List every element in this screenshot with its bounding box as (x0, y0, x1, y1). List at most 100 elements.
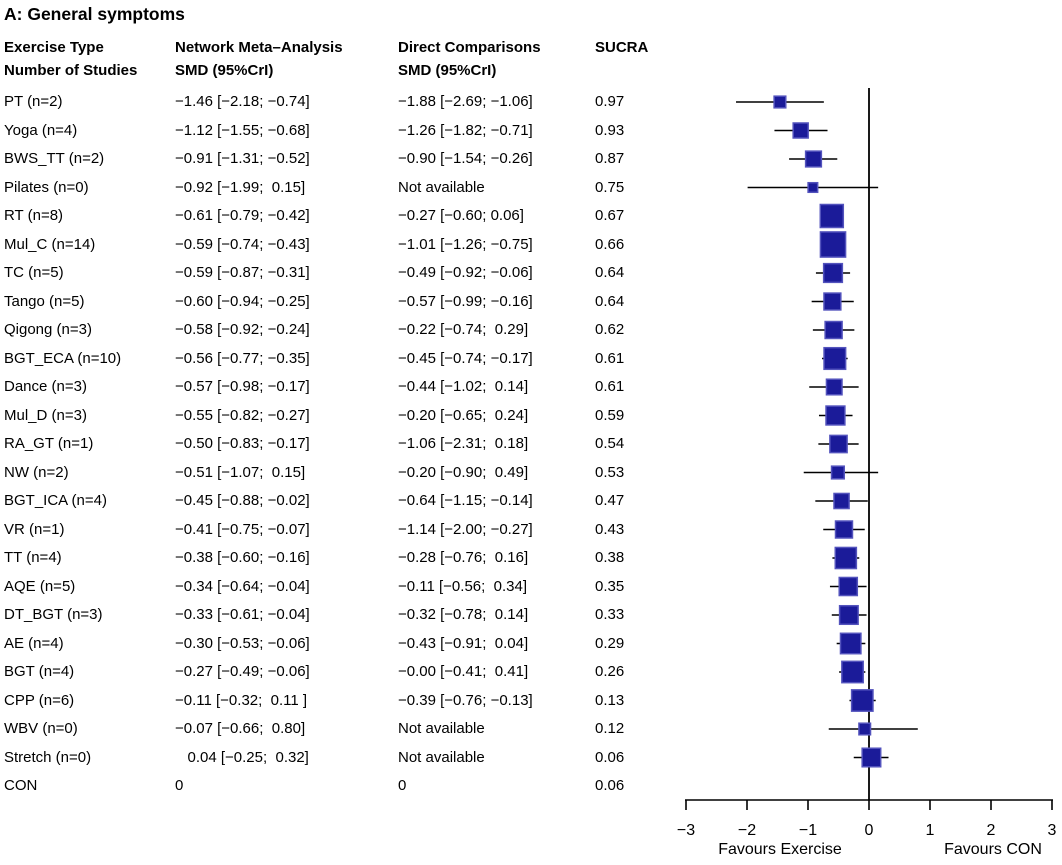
sucra-value: 0.13 (595, 691, 625, 709)
effect-marker (804, 150, 823, 168)
table-row: DT_BGT (n=3) −0.33 [−0.61; −0.04] −0.32 [−… (0, 605, 1062, 625)
table-row: AE (n=4) −0.30 [−0.53; −0.06] −0.43 [−0.91… (0, 634, 1062, 654)
sucra-value: 0.43 (595, 520, 625, 538)
nma-value: 0.04 [−0.25; 0.32] (175, 748, 309, 766)
table-row: Stretch (n=0) 0.04 [−0.25; 0.32] Not avai… (0, 748, 1062, 768)
direct-value: −0.32 [−0.78; 0.14] (398, 606, 529, 623)
sucra-value: 0.59 (595, 406, 625, 424)
row-label: TC (n=5) (4, 264, 64, 281)
sucra-value: 0.54 (595, 435, 625, 452)
direct-value: Not available (398, 748, 485, 766)
effect-marker (850, 689, 874, 712)
sucra-value: 0.06 (595, 777, 625, 794)
header-direct-smd: SMD (95%CrI) (398, 62, 497, 79)
sucra-value: 0.12 (595, 720, 625, 737)
nma-value: 0 (175, 777, 184, 794)
nma-value: −0.59 [−0.87; −0.31] (175, 264, 310, 281)
effect-marker (823, 292, 842, 311)
x-axis-tick-label: −1 (799, 822, 817, 839)
sucra-value: 0.06 (595, 748, 625, 766)
sucra-value: 0.35 (595, 577, 625, 595)
direct-value: Not available (398, 178, 485, 196)
effect-marker (819, 231, 847, 258)
sucra-value: 0.61 (595, 349, 625, 367)
table-row: BGT_ECA (n=10) −0.56 [−0.77; −0.35] −0.45 … (0, 349, 1062, 369)
nma-value: −0.07 [−0.66; 0.80] (175, 720, 306, 737)
nma-value: −0.11 [−0.32; 0.11 ] (175, 691, 308, 709)
figure-title: A: General symptoms (4, 4, 185, 24)
header-direct-comparisons: Direct Comparisons (398, 39, 541, 56)
table-row: TC (n=5) −0.59 [−0.87; −0.31] −0.49 [−0.92… (0, 263, 1062, 283)
sucra-value: 0.75 (595, 178, 625, 196)
sucra-value: 0.87 (595, 150, 625, 167)
row-label: Tango (n=5) (4, 292, 85, 310)
direct-value: −0.43 [−0.91; 0.04] (398, 634, 529, 652)
table-row: TT (n=4) −0.38 [−0.60; −0.16] −0.28 [−0.76… (0, 548, 1062, 568)
nma-value: −0.38 [−0.60; −0.16] (175, 549, 310, 566)
table-row: RT (n=8) −0.61 [−0.79; −0.42] −0.27 [−0.60… (0, 206, 1062, 226)
row-label: Pilates (n=0) (4, 178, 89, 196)
row-label: BGT (n=4) (4, 663, 75, 680)
direct-value: −1.26 [−1.82; −0.71] (398, 121, 533, 139)
table-row: Mul_D (n=3) −0.55 [−0.82; −0.27] −0.20 [−0… (0, 406, 1062, 426)
sucra-value: 0.64 (595, 292, 625, 310)
nma-value: −0.91 [−1.31; −0.52] (175, 150, 310, 167)
direct-value: −1.14 [−2.00; −0.27] (398, 520, 533, 538)
effect-marker (858, 722, 872, 736)
sucra-value: 0.93 (595, 121, 625, 139)
direct-value: −0.45 [−0.74; −0.17] (398, 349, 533, 367)
direct-value: −0.11 [−0.56; 0.34] (398, 577, 527, 595)
direct-value: −1.01 [−1.26; −0.75] (398, 235, 533, 253)
nma-value: −1.12 [−1.55; −0.68] (175, 121, 310, 139)
row-label: AQE (n=5) (4, 577, 76, 595)
effect-marker (822, 262, 844, 284)
nma-value: −0.33 [−0.61; −0.04] (175, 606, 310, 623)
direct-value: Not available (398, 720, 485, 737)
row-label: VR (n=1) (4, 520, 65, 538)
row-label: BGT_ECA (n=10) (4, 349, 122, 367)
effect-marker (807, 181, 819, 194)
direct-value: −0.20 [−0.65; 0.24] (398, 406, 529, 424)
nma-value: −0.60 [−0.94; −0.25] (175, 292, 310, 310)
nma-value: −0.45 [−0.88; −0.02] (175, 492, 310, 509)
direct-value: −1.88 [−2.69; −1.06] (398, 93, 533, 110)
table-row: BGT (n=4) −0.27 [−0.49; −0.06] −0.00 [−0.4… (0, 662, 1062, 682)
sucra-value: 0.66 (595, 235, 625, 253)
sucra-value: 0.61 (595, 378, 625, 395)
direct-value: −0.22 [−0.74; 0.29] (398, 321, 529, 338)
x-axis-tick-label: 1 (926, 822, 935, 839)
direct-value: −0.49 [−0.92; −0.06] (398, 264, 533, 281)
sucra-value: 0.64 (595, 264, 625, 281)
sucra-value: 0.38 (595, 549, 625, 566)
table-row: Qigong (n=3) −0.58 [−0.92; −0.24] −0.22 [−… (0, 320, 1062, 340)
effect-marker (861, 747, 882, 768)
effect-marker (823, 346, 847, 371)
nma-value: −0.30 [−0.53; −0.06] (175, 634, 310, 652)
row-label: PT (n=2) (4, 93, 63, 110)
table-row: Dance (n=3) −0.57 [−0.98; −0.17] −0.44 [−1… (0, 377, 1062, 397)
effect-marker (841, 660, 864, 684)
nma-value: −0.55 [−0.82; −0.27] (175, 406, 310, 424)
table-row: CPP (n=6) −0.11 [−0.32; 0.11 ] −0.39 [−0.7… (0, 691, 1062, 711)
sucra-value: 0.47 (595, 492, 625, 509)
row-label: RT (n=8) (4, 207, 64, 224)
row-label: AE (n=4) (4, 634, 64, 652)
row-label: WBV (n=0) (4, 720, 78, 737)
header-exercise-type: Exercise Type (4, 39, 104, 56)
sucra-value: 0.33 (595, 606, 625, 623)
nma-value: −0.92 [−1.99; 0.15] (175, 178, 306, 196)
row-label: NW (n=2) (4, 463, 69, 481)
direct-value: −0.57 [−0.99; −0.16] (398, 292, 533, 310)
row-label: Mul_C (n=14) (4, 235, 96, 253)
effect-marker (834, 520, 854, 539)
direct-value: −0.90 [−1.54; −0.26] (398, 150, 533, 167)
nma-value: −0.59 [−0.74; −0.43] (175, 235, 310, 253)
row-label: Yoga (n=4) (4, 121, 78, 139)
effect-marker (792, 122, 809, 139)
sucra-value: 0.29 (595, 634, 625, 652)
nma-value: −0.57 [−0.98; −0.17] (175, 378, 310, 395)
direct-value: −0.28 [−0.76; 0.16] (398, 549, 529, 566)
x-axis-tick-label: 3 (1048, 822, 1057, 839)
direct-value: −1.06 [−2.31; 0.18] (398, 435, 529, 452)
